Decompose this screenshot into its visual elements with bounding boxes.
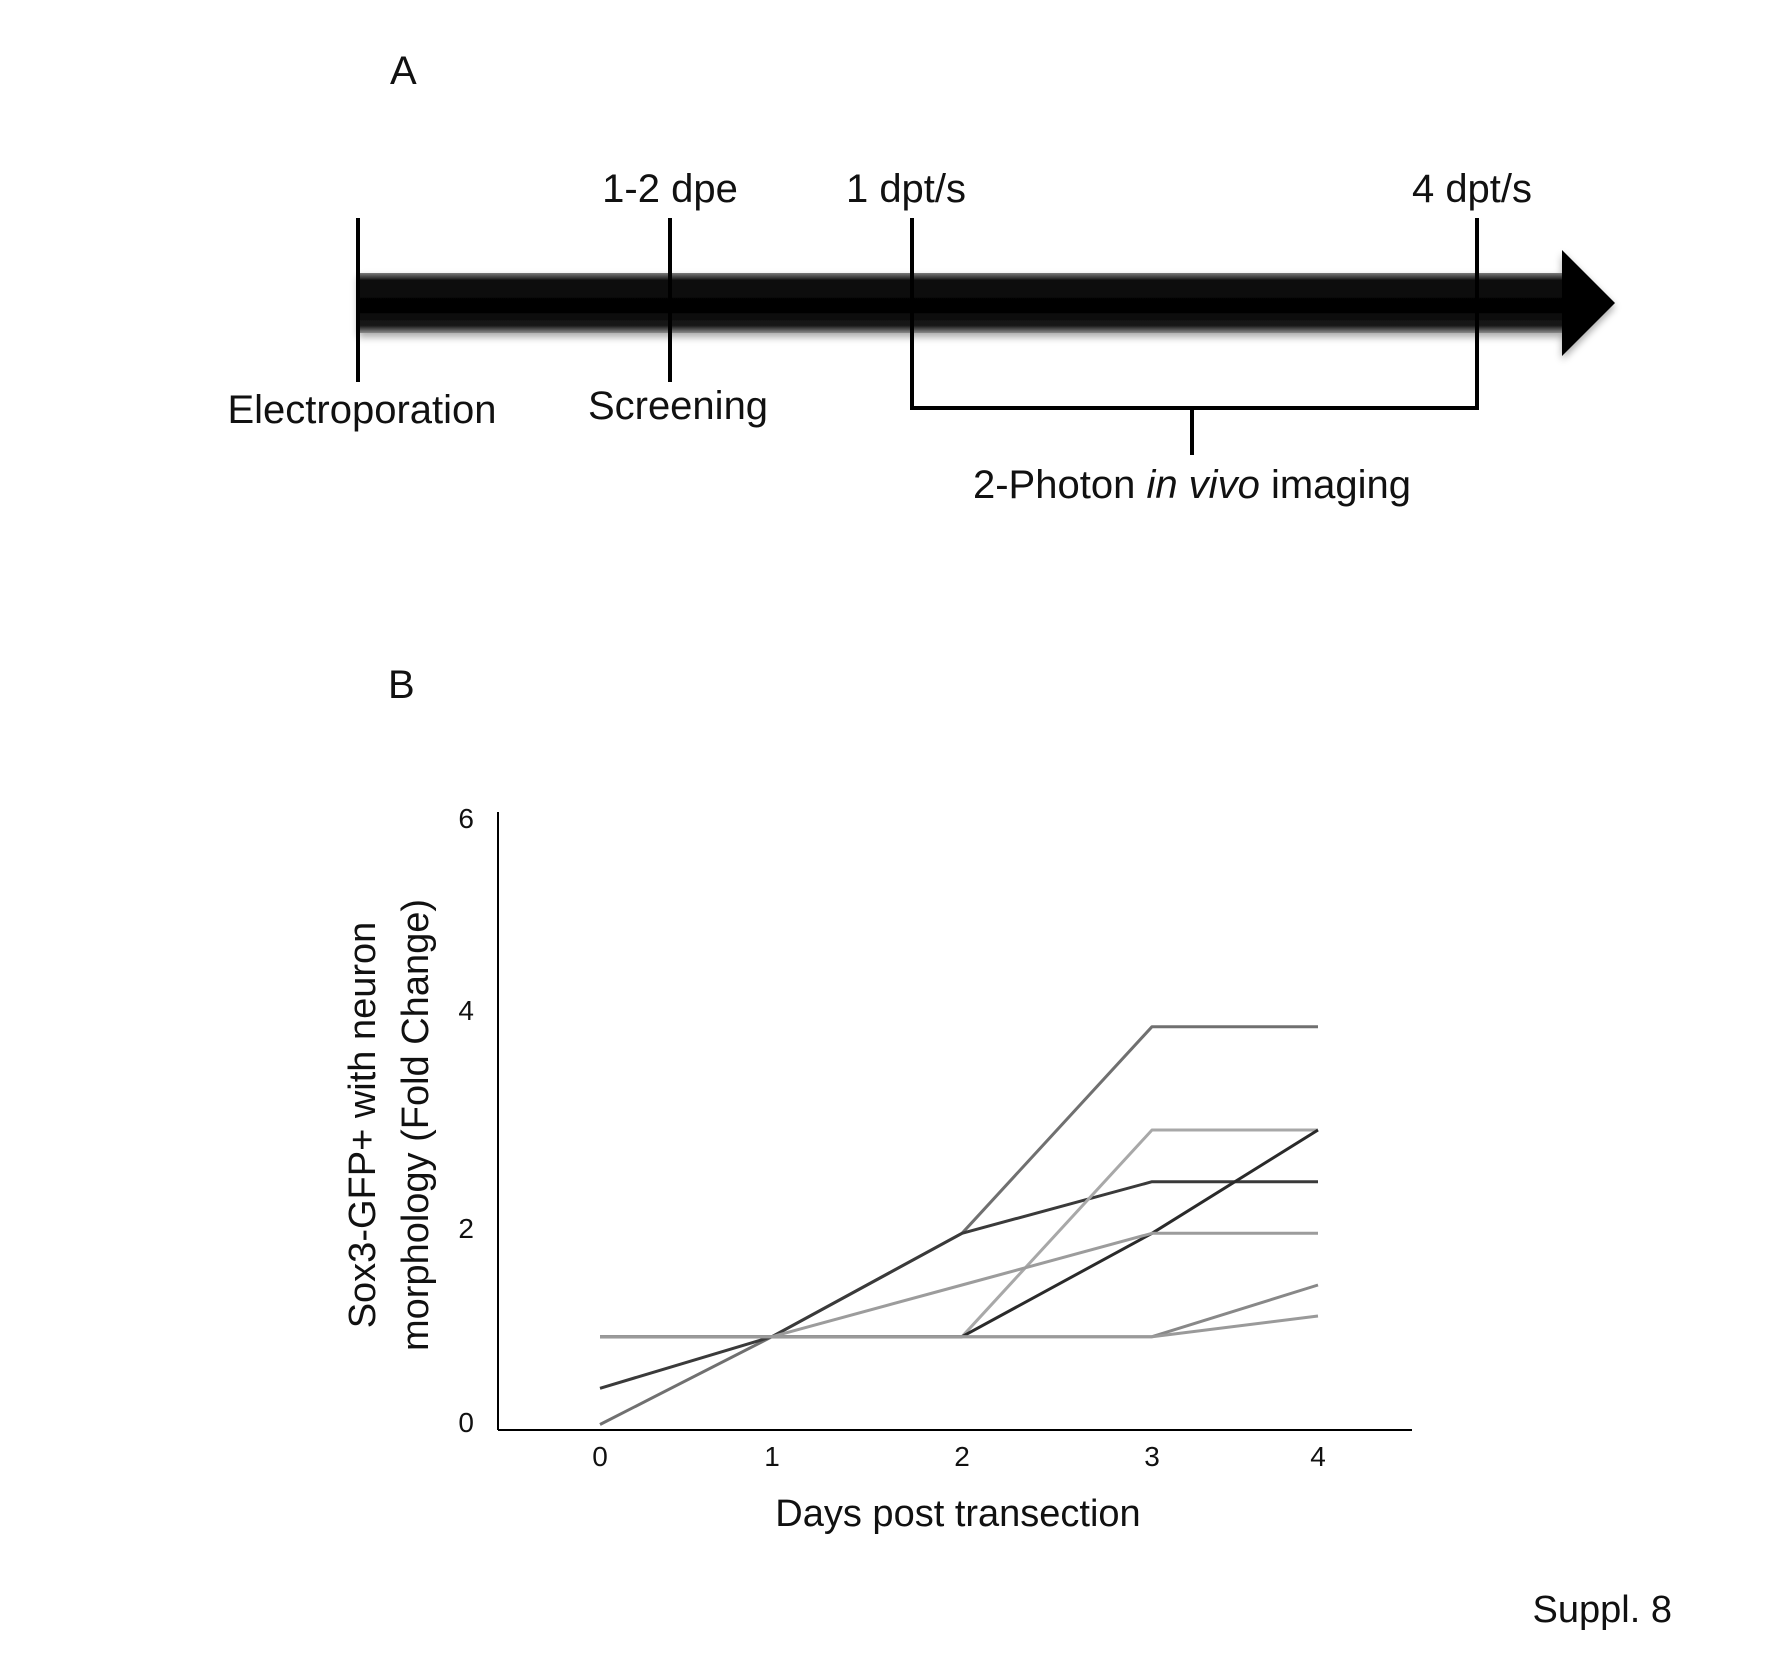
line-chart: 0 2 4 6 0 1 2 3 4 Days post transection Sox3-GF… xyxy=(342,803,1412,1535)
panel-b-label: B xyxy=(388,663,415,707)
series-line-2 xyxy=(599,1180,1318,1390)
imaging-label: 2-Photon in vivo imaging xyxy=(973,463,1411,507)
x-tick-label: 4 xyxy=(1310,1441,1326,1472)
marker-top-label-1dpt: 1 dpt/s xyxy=(846,167,966,211)
marker-bottom-label-screening: Screening xyxy=(588,384,768,428)
series-layer xyxy=(599,1025,1319,1426)
series-line-7 xyxy=(600,1314,1319,1339)
y-tick-label: 4 xyxy=(458,995,474,1026)
imaging-brace xyxy=(910,382,1479,455)
x-tick-labels: 0 1 2 3 4 xyxy=(592,1441,1326,1472)
timeline-arrow xyxy=(358,250,1615,356)
timeline-arrow-shaft xyxy=(358,273,1568,333)
marker-top-label-4dpt: 4 dpt/s xyxy=(1412,167,1532,211)
marker-top-label-screening: 1-2 dpe xyxy=(602,167,738,211)
y-tick-label: 0 xyxy=(458,1407,474,1438)
series-line-1 xyxy=(599,1025,1318,1426)
y-tick-label: 2 xyxy=(458,1213,474,1244)
imaging-label-suffix: imaging xyxy=(1260,463,1411,507)
x-tick-label: 3 xyxy=(1144,1441,1160,1472)
x-tick-label: 2 xyxy=(954,1441,970,1472)
timeline-markers xyxy=(356,218,1479,382)
imaging-label-italic: in vivo xyxy=(1146,463,1259,507)
marker-bottom-label-electroporation: Electroporation xyxy=(227,388,496,432)
imaging-label-prefix: 2-Photon xyxy=(973,463,1146,507)
figure-footer: Suppl. 8 xyxy=(1533,1589,1672,1631)
x-tick-label: 1 xyxy=(764,1441,780,1472)
timeline-arrow-head xyxy=(1562,250,1615,356)
y-tick-label: 6 xyxy=(458,803,474,834)
x-axis-title: Days post transection xyxy=(775,1493,1140,1535)
panel-a-label: A xyxy=(390,49,417,93)
y-tick-labels: 0 2 4 6 xyxy=(458,803,474,1438)
series-line-5 xyxy=(600,1231,1318,1339)
y-axis-title-line-1: Sox3-GFP+ with neuron xyxy=(342,922,384,1329)
x-tick-label: 0 xyxy=(592,1441,608,1472)
y-axis-title-line-2: morphology (Fold Change) xyxy=(395,899,437,1351)
